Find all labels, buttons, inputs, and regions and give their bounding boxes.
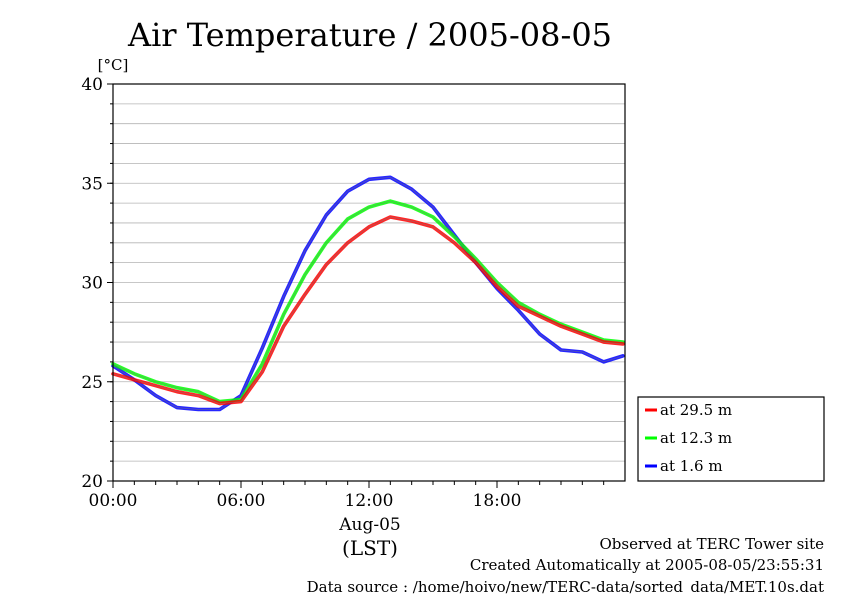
x-axis-ticks: 00:00 06:00 12:00 18:00	[89, 481, 605, 511]
footer-created: Created Automatically at 2005-08-05/23:5…	[470, 556, 824, 574]
series-line-2	[111, 199, 625, 404]
x-tick-label: 00:00	[89, 491, 138, 511]
legend: at 29.5 m at 12.3 m at 1.6 m	[637, 396, 825, 482]
series-line-1	[111, 215, 625, 406]
x-tick-label: 12:00	[345, 491, 394, 511]
y-axis-ticks: 20 25 30 35 40	[81, 75, 113, 492]
x-axis-date-label: Aug-05	[338, 515, 400, 535]
y-axis-unit: [°C]	[98, 56, 129, 74]
series-lines	[111, 175, 625, 412]
legend-box	[637, 396, 825, 482]
chart-title: Air Temperature / 2005-08-05	[127, 16, 612, 54]
footer-source: Data source : /home/hoivo/new/TERC-data/…	[307, 578, 824, 595]
series-core-3	[112, 176, 624, 410]
y-tick-label: 35	[81, 174, 103, 194]
y-tick-label: 20	[81, 472, 103, 492]
x-tick-label: 06:00	[217, 491, 266, 511]
x-tick-label: 18:00	[473, 491, 522, 511]
series-core-1	[112, 216, 623, 404]
series-core-2	[112, 200, 623, 402]
y-tick-label: 40	[81, 75, 103, 95]
footer-observed: Observed at TERC Tower site	[599, 535, 824, 553]
grid-lines	[113, 103, 625, 462]
y-tick-label: 25	[81, 373, 103, 393]
x-axis-label: (LST)	[342, 536, 398, 560]
series-line-3	[111, 175, 625, 412]
legend-entry: at 12.3 m	[660, 429, 732, 447]
y-tick-label: 30	[81, 274, 103, 294]
legend-entry: at 29.5 m	[660, 401, 732, 419]
legend-entry: at 1.6 m	[660, 457, 723, 475]
